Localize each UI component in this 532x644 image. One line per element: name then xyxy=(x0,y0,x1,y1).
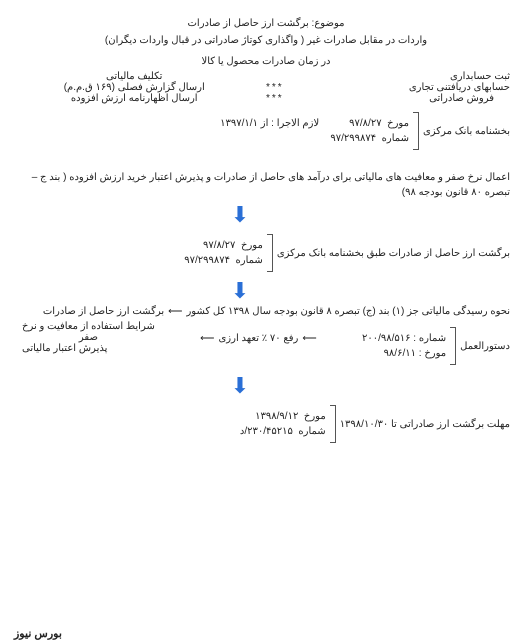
block4: مهلت برگشت ارز صادراتی تا ۱۳۹۸/۱۰/۳۰ مور… xyxy=(22,405,510,443)
instr-num-lbl: شماره : xyxy=(413,333,446,344)
block4-num-lbl: شماره xyxy=(298,426,325,437)
bracket-icon xyxy=(450,327,456,365)
block2-date-val: ۹۷/۸/۲۷ xyxy=(203,240,235,251)
circular-num-val: ۹۷/۲۹۹۸۷۴ xyxy=(330,133,376,144)
block4-title: مهلت برگشت ارز صادراتی تا ۱۳۹۸/۱۰/۳۰ xyxy=(340,419,510,430)
arrow-left-icon: ⟵ xyxy=(168,306,182,317)
circular-num-lbl: شماره xyxy=(382,133,409,144)
block2-date-lbl: مورخ xyxy=(241,240,263,251)
section1-header: در زمان صادرات محصول یا کالا xyxy=(22,56,510,67)
instr-date-lbl: مورخ : xyxy=(419,348,446,359)
bracket-icon xyxy=(330,405,336,443)
page-title: موضوع: برگشت ارز حاصل از صادرات xyxy=(22,18,510,29)
instruction-block: دستورالعمل شماره : ۲۰۰/۹۸/۵۱۶ مورخ : ۹۸/… xyxy=(362,327,510,365)
tax-duty-l1: ارسال گزارش فصلی (۱۶۹ ق.م.م) xyxy=(22,82,246,93)
note-text: اعمال نرخ صفر و معافیت های مالیاتی برای … xyxy=(22,170,510,200)
block3-title: نحوه رسیدگی مالیاتی جز (۱) بند (ج) تبصره… xyxy=(186,306,510,317)
block3-left-l1: شرایط استفاده از معافیت و نرخ xyxy=(22,321,155,332)
block3-left-l3: پذیرش اعتبار مالیاتی xyxy=(22,343,155,354)
instr-num-val: ۲۰۰/۹۸/۵۱۶ xyxy=(362,333,411,344)
block3-title-row: نحوه رسیدگی مالیاتی جز (۱) بند (ج) تبصره… xyxy=(22,306,510,317)
arrow-down-icon: ⬇ xyxy=(230,373,250,399)
block3-arrow-lbl: برگشت ارز حاصل از صادرات xyxy=(43,306,164,317)
block4-num-val: ۲۳۰/۴۵۲۱۵/د xyxy=(240,426,293,437)
instr-date-val: ۹۸/۶/۱۱ xyxy=(384,348,416,359)
tax-duty-title: تکلیف مالیاتی xyxy=(22,71,246,82)
page-subtitle: واردات در مقابل صادرات غیر ( واگذاری کوت… xyxy=(22,35,510,46)
accounting-l3: فروش صادراتی xyxy=(429,93,510,104)
section1-row: ثبت حسابداری حسابهای دریافتنی تجاری *** … xyxy=(22,71,510,104)
block2: برگشت ارز حاصل از صادرات طبق بخشنامه بان… xyxy=(22,234,510,272)
block4-date-lbl: مورخ xyxy=(304,411,326,422)
circular-label: بخشنامه بانک مرکزی xyxy=(423,126,510,137)
block2-title: برگشت ارز حاصل از صادرات طبق بخشنامه بان… xyxy=(277,248,510,259)
stars-2: *** xyxy=(266,93,284,104)
tax-duty-l2: ارسال اظهارنامه ارزش افزوده xyxy=(22,93,246,104)
arrow-down-icon: ⬇ xyxy=(230,278,250,304)
bracket-icon xyxy=(267,234,273,272)
accounting-l2: حسابهای دریافتنی تجاری xyxy=(409,82,510,93)
arrow-left-icon: ⟵ xyxy=(302,333,316,344)
accounting-l1: ثبت حسابداری xyxy=(266,71,510,82)
block3-mid: رفع ۷۰ ٪ تعهد ارزی xyxy=(218,333,298,344)
circular-date-lbl: مورخ xyxy=(387,118,409,129)
circular-date-val: ۹۷/۸/۲۷ xyxy=(349,118,381,129)
block2-num-val: ۹۷/۲۹۹۸۷۴ xyxy=(184,255,230,266)
circular-block: بخشنامه بانک مرکزی مورخ ۹۷/۸/۲۷ لازم الا… xyxy=(22,112,510,150)
circular-effective: لازم الاجرا : از ۱۳۹۷/۱/۱ xyxy=(220,118,319,129)
arrow-left-icon: ⟵ xyxy=(200,333,214,344)
instruction-label: دستورالعمل xyxy=(460,341,510,352)
block4-date-val: ۱۳۹۸/۹/۱۲ xyxy=(255,411,298,422)
bracket-icon xyxy=(413,112,419,150)
arrow-down-icon: ⬇ xyxy=(230,202,250,228)
stars-1: *** xyxy=(266,82,284,93)
block2-num-lbl: شماره xyxy=(236,255,263,266)
footer-source: بورس نیوز xyxy=(14,627,62,640)
block3-left-l2: صفر xyxy=(22,332,155,343)
